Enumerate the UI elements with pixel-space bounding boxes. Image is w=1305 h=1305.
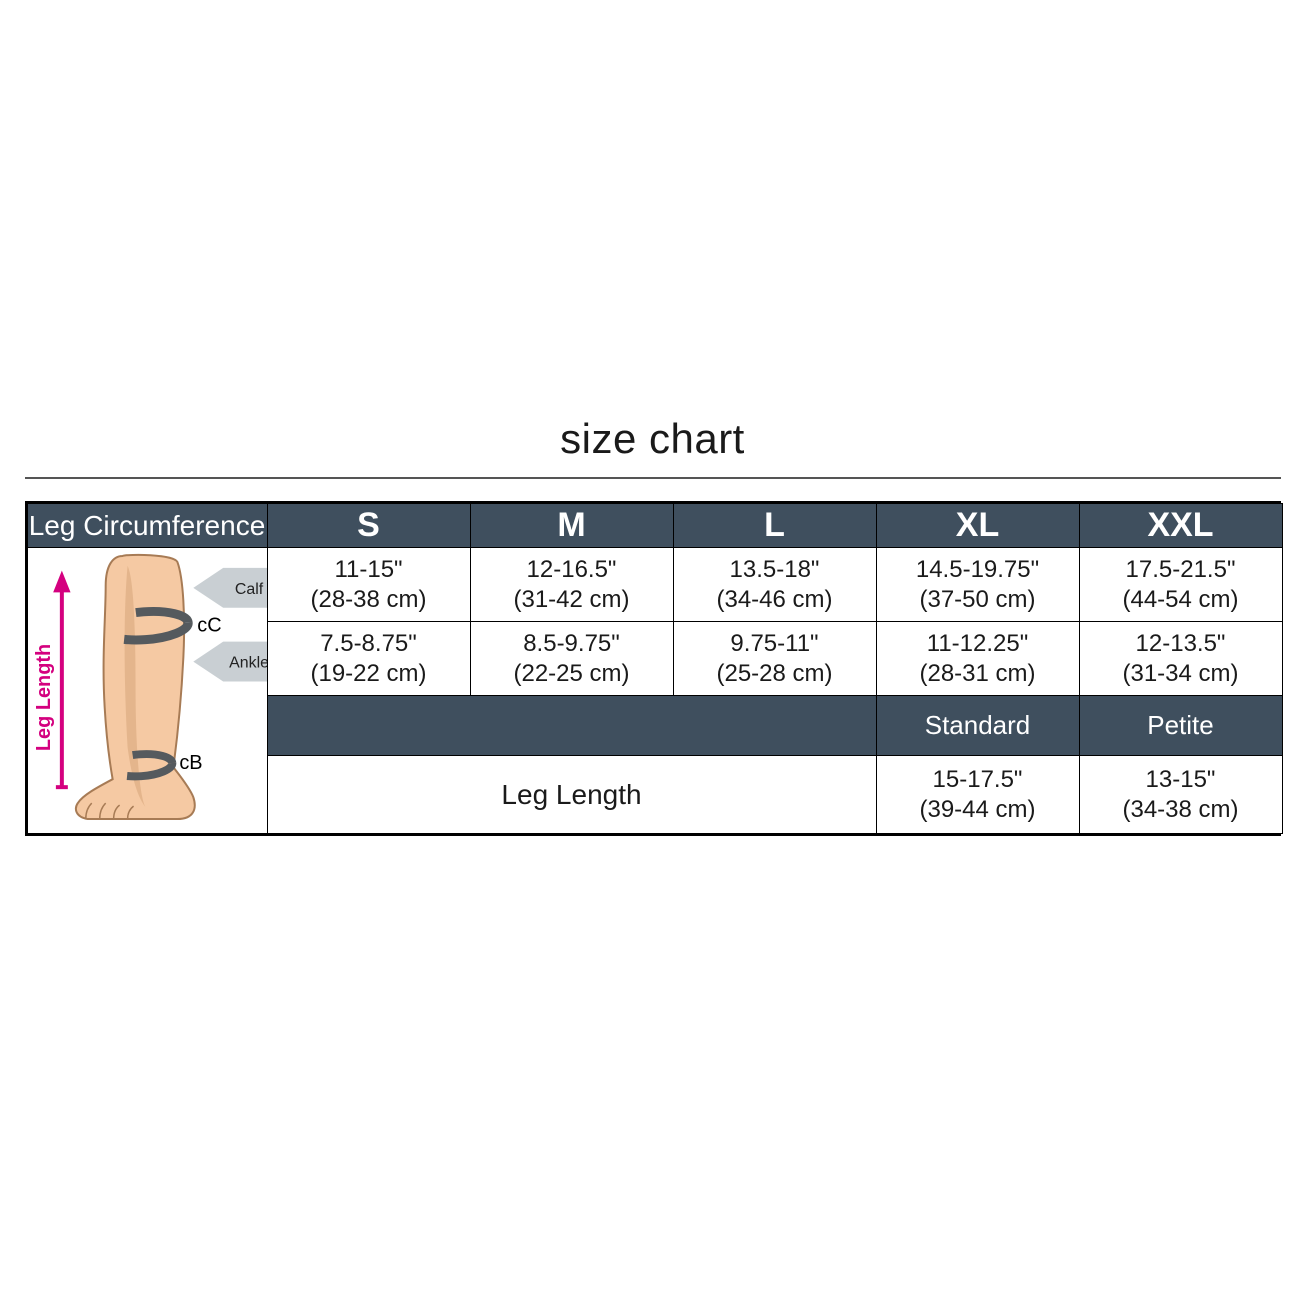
header-row: Leg Circumference S M L XL XXL	[27, 504, 1282, 548]
ankle-s: 7.5-8.75"(19-22 cm)	[267, 622, 470, 696]
leg-length-arrow	[53, 572, 69, 787]
calf-s: 11-15"(28-38 cm)	[267, 548, 470, 622]
header-size-l: L	[673, 504, 876, 548]
length-standard: 15-17.5"(39-44 cm)	[876, 756, 1079, 834]
cB-label: cB	[179, 752, 202, 774]
size-table: Leg Circumference S M L XL XXL	[27, 503, 1283, 834]
header-size-xxl: XXL	[1079, 504, 1282, 548]
ankle-tag: Ankle	[193, 642, 267, 682]
header-size-s: S	[267, 504, 470, 548]
calf-l: 13.5-18"(34-46 cm)	[673, 548, 876, 622]
length-header-standard: Standard	[876, 696, 1079, 756]
ankle-xxl: 12-13.5"(31-34 cm)	[1079, 622, 1282, 696]
calf-xxl: 17.5-21.5"(44-54 cm)	[1079, 548, 1282, 622]
leg-length-vertical-label: Leg Length	[32, 644, 54, 751]
size-chart: Leg Circumference S M L XL XXL	[25, 501, 1281, 836]
header-size-m: M	[470, 504, 673, 548]
ankle-xl: 11-12.25"(28-31 cm)	[876, 622, 1079, 696]
length-petite: 13-15"(34-38 cm)	[1079, 756, 1282, 834]
calf-xl: 14.5-19.75"(37-50 cm)	[876, 548, 1079, 622]
svg-text:Calf: Calf	[234, 581, 263, 598]
length-header-petite: Petite	[1079, 696, 1282, 756]
length-header-blank	[267, 696, 876, 756]
calf-tag: Calf	[193, 568, 267, 608]
leg-diagram-cell: cC cB Leg Length Calf Ankle	[27, 548, 267, 834]
ankle-m: 8.5-9.75"(22-25 cm)	[470, 622, 673, 696]
title-rule	[25, 477, 1281, 479]
leg-length-row-label: Leg Length	[267, 756, 876, 834]
header-size-xl: XL	[876, 504, 1079, 548]
ankle-l: 9.75-11"(25-28 cm)	[673, 622, 876, 696]
calf-m: 12-16.5"(31-42 cm)	[470, 548, 673, 622]
svg-text:Ankle: Ankle	[229, 655, 267, 672]
row-calf: cC cB Leg Length Calf Ankle	[27, 548, 1282, 622]
leg-diagram-svg: cC cB Leg Length Calf Ankle	[28, 548, 267, 833]
chart-title: size chart	[560, 415, 745, 463]
cC-label: cC	[197, 615, 221, 637]
header-leg-circumference: Leg Circumference	[27, 504, 267, 548]
